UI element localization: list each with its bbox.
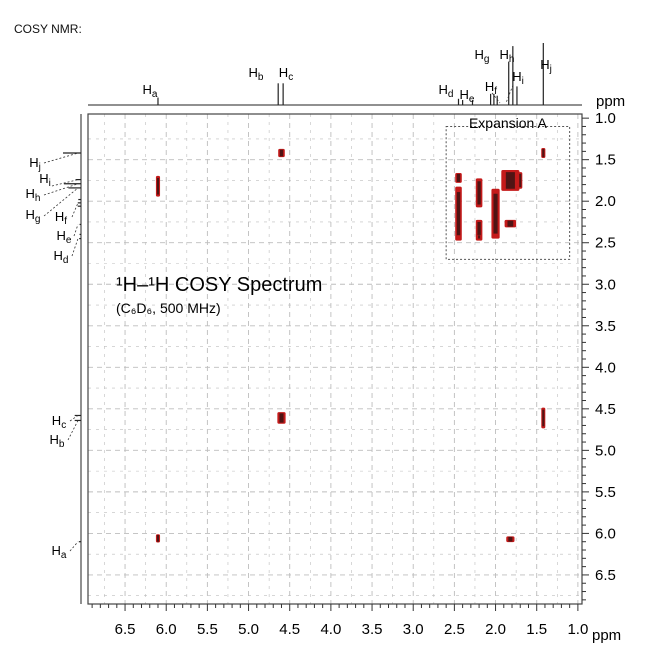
top-unit-label: ppm <box>596 93 625 110</box>
top-proton-label-b: Hb <box>249 65 264 83</box>
cross-peak-core <box>156 177 160 195</box>
cross-peak-core <box>456 192 461 236</box>
top-proton-label-c: Hc <box>279 65 293 83</box>
left-leader-line <box>43 152 79 164</box>
y-tick-label: 5.0 <box>595 442 616 459</box>
leader-line-i <box>505 84 514 104</box>
expansion-a-label: Expansion A <box>469 115 547 131</box>
y-tick-label: 6.5 <box>595 567 616 584</box>
x-tick-label: 4.5 <box>279 621 300 638</box>
top-proton-label-a: Ha <box>143 82 158 100</box>
x-tick-label: 6.5 <box>115 621 136 638</box>
x-axis-ticks: 6.5 6.0 5.5 5.0 4.5 4.0 3.5 3.0 2.5 2.0 1.5 1.0 <box>91 604 588 638</box>
top-proton-label-g: Hg <box>475 47 490 65</box>
left-leader-line <box>69 415 79 422</box>
cross-peak-core <box>505 172 515 189</box>
y-tick-label: 4.0 <box>595 359 616 376</box>
top-proton-labels: Ha Hb Hc Hd He Hf Hg Hh Hi Hj <box>143 47 552 105</box>
y-tick-label: 4.5 <box>595 401 616 418</box>
cross-peak-core <box>507 220 514 227</box>
left-proton-label-b: Hb <box>50 432 65 450</box>
grid-lines <box>88 114 582 604</box>
x-tick-label: 1.5 <box>526 621 547 638</box>
y-axis-ticks: 1.0 1.5 2.0 2.5 3.0 3.5 4.0 4.5 5.0 5.5 6.0 6.5 <box>582 110 616 601</box>
spectrum-title: ¹H–¹H COSY Spectrum <box>116 274 322 296</box>
top-proton-label-e: He <box>460 87 475 105</box>
left-proton-label-h: Hh <box>26 186 41 204</box>
left-leader-line <box>51 179 79 187</box>
left-proton-label-d: Hd <box>54 248 69 266</box>
left-leader-line <box>69 541 79 552</box>
left-proton-label-c: Hc <box>52 413 66 431</box>
cross-peak-core <box>519 173 522 188</box>
cross-peak-core <box>478 235 481 239</box>
left-proton-label-f: Hf <box>55 209 67 227</box>
cross-peak-core <box>477 181 481 205</box>
x-tick-label: 3.5 <box>362 621 383 638</box>
left-proton-label-g: Hg <box>26 207 41 225</box>
x-tick-label: 3.0 <box>403 621 424 638</box>
y-tick-label: 3.0 <box>595 276 616 293</box>
cross-peak-core <box>477 221 481 239</box>
left-leader-line <box>71 238 79 257</box>
top-proton-label-j: Hj <box>540 57 552 75</box>
x-tick-label: 5.5 <box>197 621 218 638</box>
left-leader-line <box>67 420 79 441</box>
y-tick-label: 2.5 <box>595 235 616 252</box>
cross-peak-core <box>542 409 545 427</box>
cross-peak-core <box>279 413 284 423</box>
cross-peak-core <box>542 149 545 158</box>
top-proton-label-i: Hi <box>512 69 524 87</box>
left-leader-line <box>43 183 79 196</box>
page-heading: COSY NMR: <box>14 22 82 36</box>
y-tick-label: 1.5 <box>595 152 616 169</box>
y-tick-label: 5.5 <box>595 484 616 501</box>
cross-peak-core <box>279 149 284 157</box>
x-tick-label: 2.5 <box>444 621 465 638</box>
top-proton-label-d: Hd <box>439 82 454 100</box>
left-proton-label-e: He <box>57 228 72 246</box>
y-tick-label: 1.0 <box>595 110 616 127</box>
cross-peak-core <box>493 193 498 234</box>
left-proton-label-j: Hj <box>29 155 41 173</box>
left-proton-label-a: Ha <box>52 543 67 561</box>
spectrum-subtitle: (C₆D₆, 500 MHz) <box>116 300 221 316</box>
x-tick-label: 1.0 <box>567 621 588 638</box>
expansion-a-box <box>445 125 571 260</box>
cross-peak-core <box>508 536 513 542</box>
left-leader-line <box>43 187 79 217</box>
x-tick-label: 2.0 <box>485 621 506 638</box>
x-tick-label: 4.0 <box>320 621 341 638</box>
bottom-unit-label: ppm <box>592 627 621 644</box>
cross-peak-core <box>156 535 160 542</box>
x-tick-label: 6.0 <box>156 621 177 638</box>
y-tick-label: 2.0 <box>595 193 616 210</box>
left-proton-label-i: Hi <box>39 171 51 189</box>
left-1d-spectrum <box>63 114 82 604</box>
top-proton-label-h: Hh <box>500 47 515 65</box>
top-proton-label-f: Hf <box>485 79 497 97</box>
x-tick-label: 5.0 <box>238 621 259 638</box>
top-1d-spectrum <box>88 43 582 106</box>
y-tick-label: 3.5 <box>595 318 616 335</box>
cross-peaks <box>155 148 546 543</box>
y-tick-label: 6.0 <box>595 525 616 542</box>
left-leader-line <box>73 224 79 237</box>
cross-peak-core <box>456 173 461 182</box>
left-leader-line <box>71 202 79 218</box>
